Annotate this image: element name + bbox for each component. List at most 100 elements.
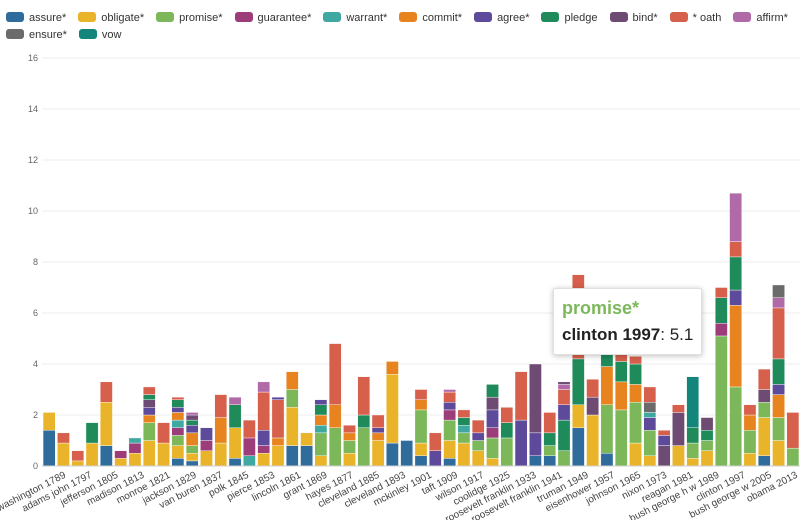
bar-segment[interactable]: [171, 412, 185, 421]
bar-segment[interactable]: [715, 297, 728, 324]
legend-item[interactable]: promise*: [156, 10, 223, 27]
bar-segment[interactable]: [629, 384, 642, 403]
bar-segment[interactable]: [572, 404, 585, 428]
bar-segment[interactable]: [185, 445, 199, 454]
bar-segment[interactable]: [328, 343, 342, 406]
bar-segment[interactable]: [257, 445, 270, 454]
bar-segment[interactable]: [557, 381, 571, 385]
bar-segment[interactable]: [729, 289, 742, 306]
bar-segment[interactable]: [71, 450, 85, 462]
legend-item[interactable]: ensure*: [6, 27, 67, 44]
bar-segment[interactable]: [185, 419, 199, 426]
bar-segment[interactable]: [228, 458, 242, 467]
bar-segment[interactable]: [443, 409, 456, 421]
bar-segment[interactable]: [715, 335, 728, 467]
bar-segment[interactable]: [157, 442, 170, 467]
bar-segment[interactable]: [614, 409, 628, 467]
bar-segment[interactable]: [486, 427, 499, 439]
bar-segment[interactable]: [371, 427, 385, 434]
bar-segment[interactable]: [443, 458, 456, 467]
bar-segment[interactable]: [729, 386, 742, 467]
bar-segment[interactable]: [257, 391, 270, 431]
bar-segment[interactable]: [171, 407, 185, 413]
bar-segment[interactable]: [600, 404, 614, 454]
bar-segment[interactable]: [386, 374, 399, 444]
bar-segment[interactable]: [772, 417, 785, 441]
bar-segment[interactable]: [185, 412, 199, 416]
legend-item[interactable]: guarantee*: [234, 10, 311, 27]
bar-segment[interactable]: [271, 445, 285, 467]
bar-segment[interactable]: [572, 427, 585, 467]
legend-item[interactable]: bind*: [609, 10, 658, 27]
bar-segment[interactable]: [300, 432, 313, 446]
bar-segment[interactable]: [772, 440, 785, 467]
bar-segment[interactable]: [314, 432, 328, 457]
bar-segment[interactable]: [743, 414, 757, 431]
bar-segment[interactable]: [228, 396, 242, 405]
bar-segment[interactable]: [557, 404, 571, 421]
bar-segment[interactable]: [185, 414, 199, 421]
bar-segment[interactable]: [157, 422, 170, 444]
bar-segment[interactable]: [42, 412, 56, 431]
bar-segment[interactable]: [443, 402, 456, 411]
bar-segment[interactable]: [142, 386, 156, 395]
legend-item[interactable]: commit*: [399, 10, 462, 27]
bar-segment[interactable]: [271, 399, 285, 439]
bar-segment[interactable]: [314, 414, 328, 426]
bar-segment[interactable]: [672, 445, 685, 467]
bar-segment[interactable]: [700, 417, 714, 431]
bar-segment[interactable]: [286, 371, 299, 390]
bar-segment[interactable]: [443, 419, 456, 441]
bar-segment[interactable]: [257, 453, 270, 467]
bar-segment[interactable]: [171, 435, 185, 446]
bar-segment[interactable]: [185, 460, 199, 467]
bar-segment[interactable]: [286, 445, 299, 467]
bar-segment[interactable]: [629, 442, 642, 467]
bar-segment[interactable]: [572, 358, 585, 405]
bar-segment[interactable]: [414, 389, 428, 400]
bar-segment[interactable]: [257, 381, 270, 393]
bar-segment[interactable]: [686, 376, 700, 428]
bar-segment[interactable]: [185, 453, 199, 462]
legend-item[interactable]: pledge: [541, 10, 598, 27]
bar-segment[interactable]: [500, 407, 514, 423]
bar-segment[interactable]: [686, 442, 700, 459]
bar-segment[interactable]: [457, 409, 471, 418]
bar-segment[interactable]: [614, 381, 628, 411]
bar-segment[interactable]: [557, 384, 571, 390]
bar-segment[interactable]: [100, 445, 113, 467]
bar-segment[interactable]: [386, 361, 399, 375]
bar-segment[interactable]: [457, 442, 471, 467]
bar-segment[interactable]: [414, 409, 428, 444]
bar-segment[interactable]: [314, 425, 328, 434]
bar-segment[interactable]: [543, 445, 557, 457]
bar-segment[interactable]: [729, 192, 742, 242]
bar-segment[interactable]: [743, 404, 757, 416]
bar-segment[interactable]: [471, 419, 485, 434]
bar-segment[interactable]: [729, 241, 742, 258]
bar-segment[interactable]: [214, 417, 228, 444]
bar-segment[interactable]: [757, 389, 771, 403]
bar-segment[interactable]: [772, 284, 785, 298]
bar-segment[interactable]: [171, 427, 185, 436]
bar-segment[interactable]: [100, 381, 113, 403]
bar-segment[interactable]: [243, 455, 256, 467]
bar-segment[interactable]: [543, 432, 557, 446]
bar-segment[interactable]: [786, 412, 800, 449]
bar-segment[interactable]: [471, 450, 485, 467]
bar-segment[interactable]: [657, 435, 671, 446]
bar-segment[interactable]: [700, 430, 714, 441]
legend-item[interactable]: affirm*: [733, 10, 788, 27]
bar-segment[interactable]: [772, 384, 785, 395]
bar-segment[interactable]: [214, 394, 228, 418]
bar-segment[interactable]: [128, 437, 142, 444]
bar-segment[interactable]: [328, 404, 342, 428]
bar-segment[interactable]: [486, 458, 499, 467]
bar-segment[interactable]: [257, 430, 270, 446]
bar-segment[interactable]: [171, 419, 185, 428]
bar-segment[interactable]: [457, 425, 471, 434]
legend-item[interactable]: vow: [78, 27, 121, 44]
bar-segment[interactable]: [757, 417, 771, 456]
bar-segment[interactable]: [529, 432, 542, 457]
bar-segment[interactable]: [743, 430, 757, 454]
